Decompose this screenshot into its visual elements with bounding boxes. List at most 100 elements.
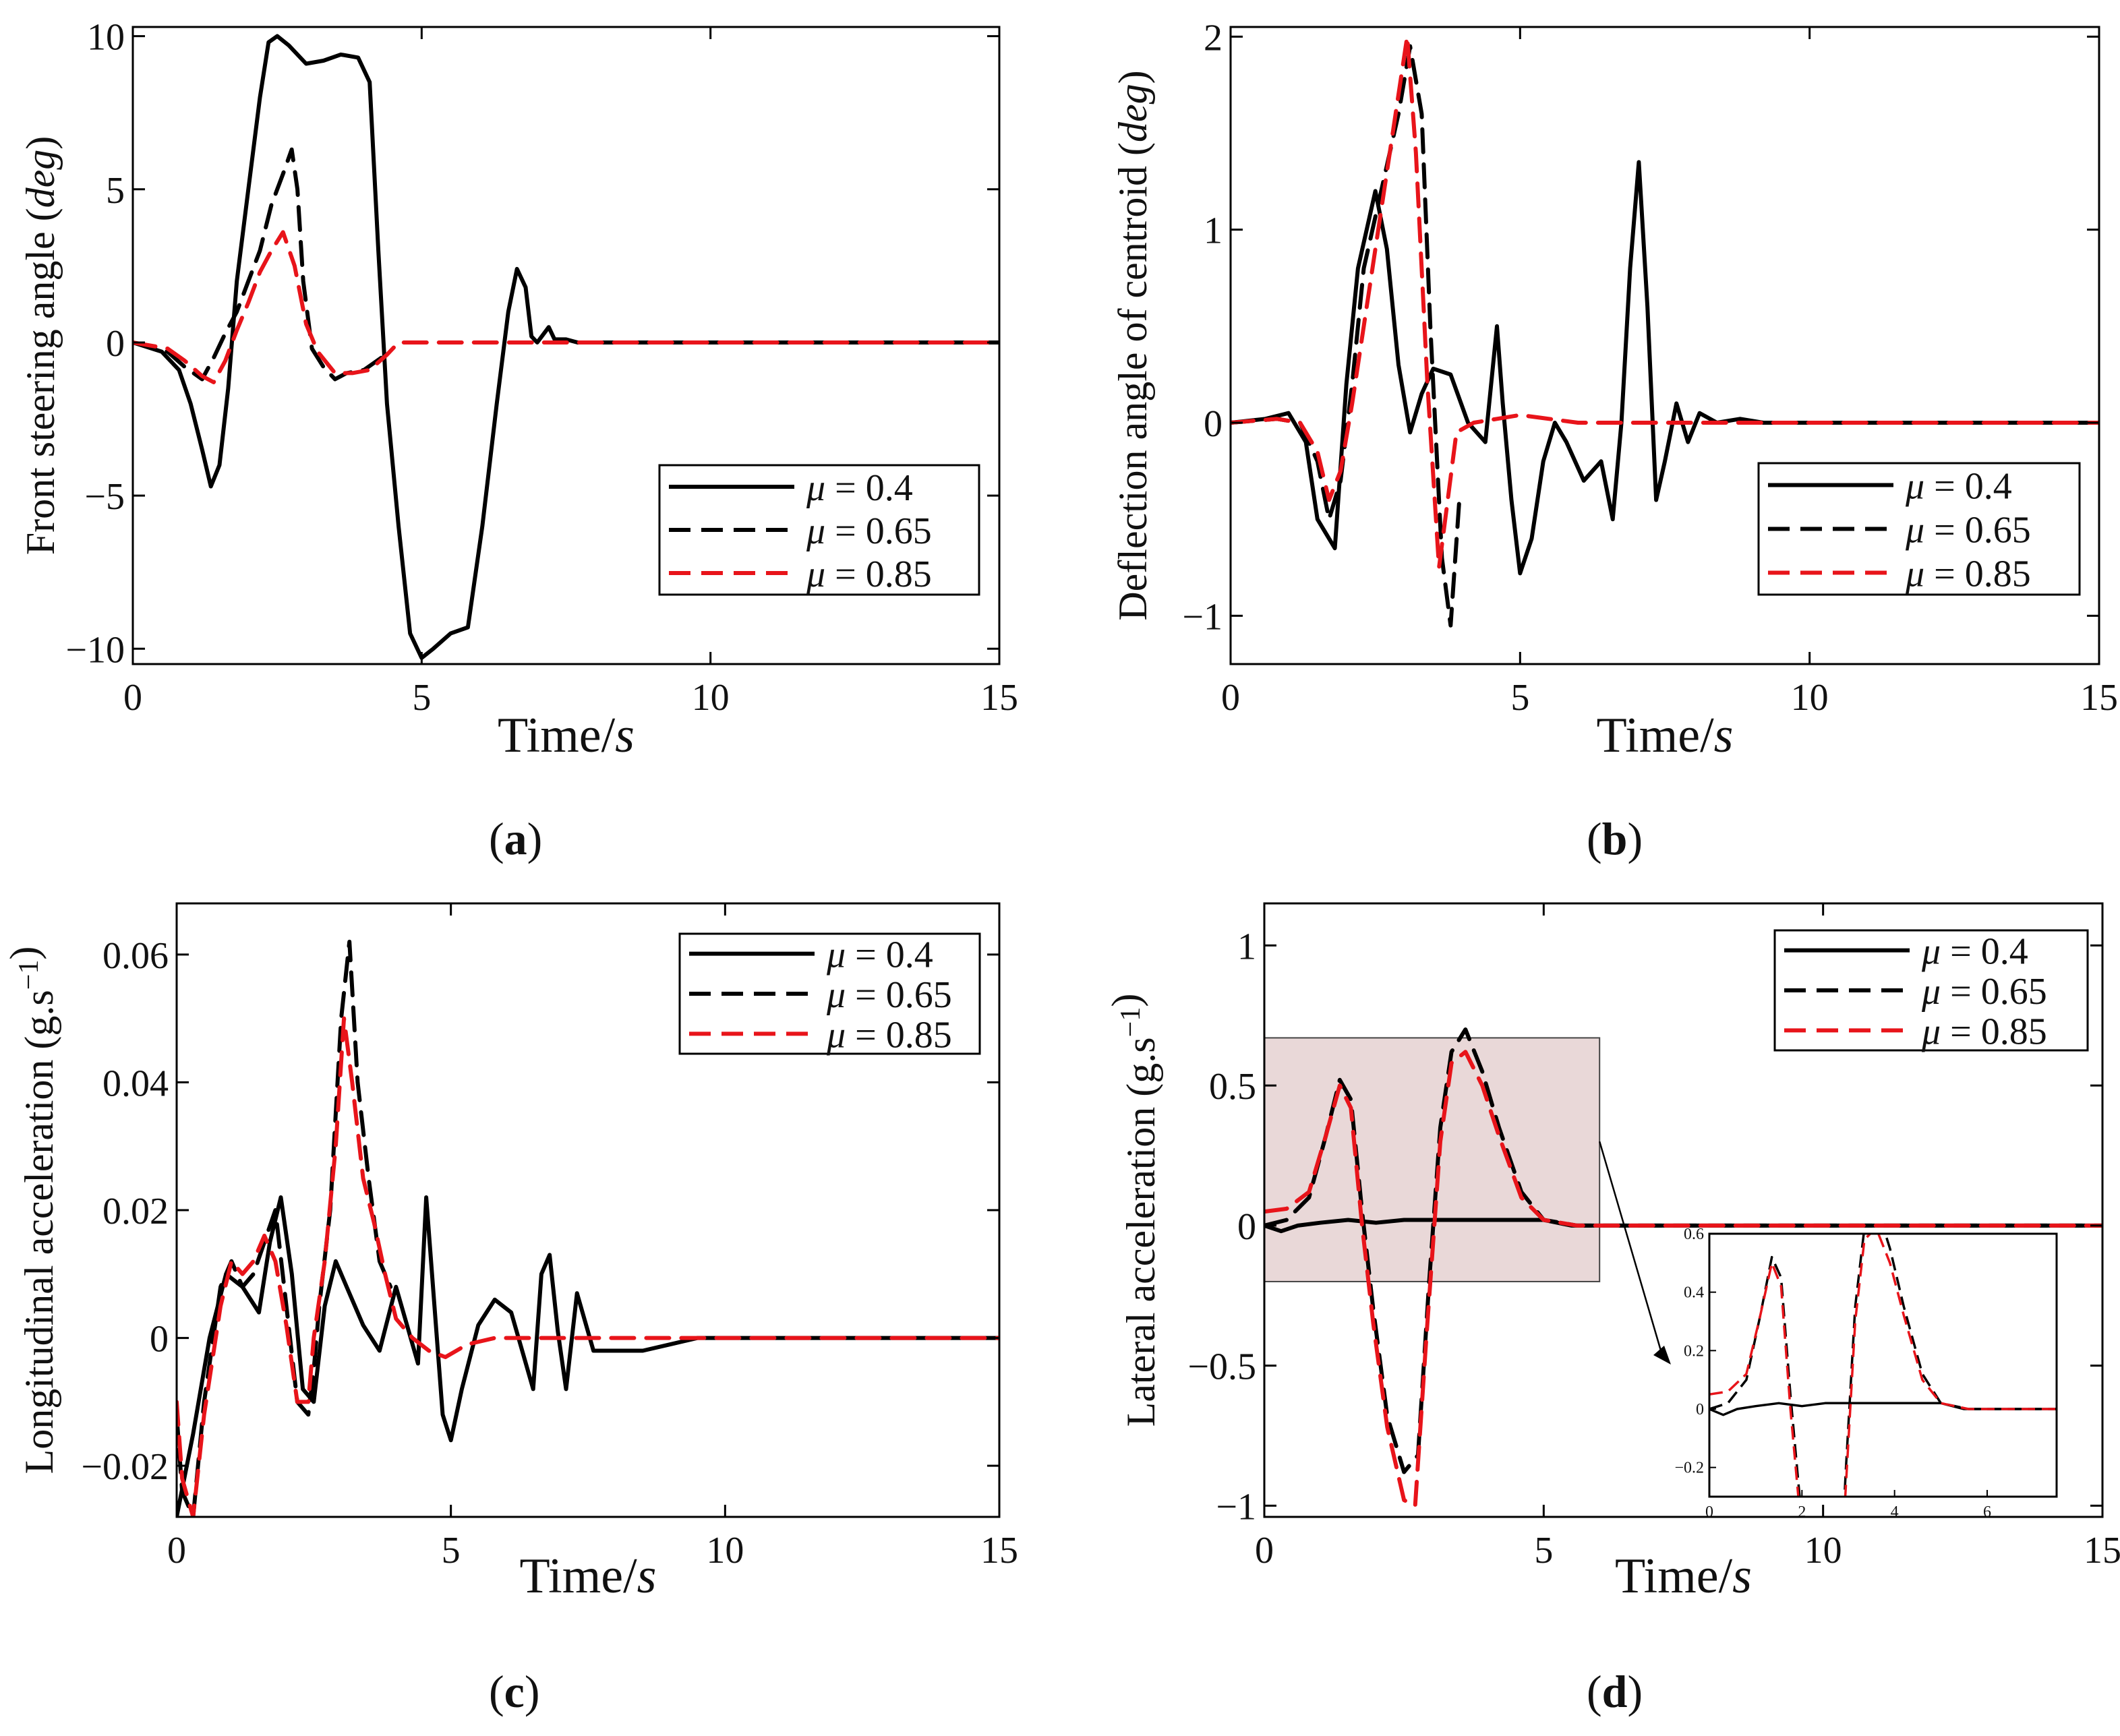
x-tick-label: 5 — [412, 677, 431, 719]
y-axis-label: Front steering angle (deg) — [18, 136, 63, 556]
x-tick-label: 10 — [692, 677, 730, 719]
legend-label-0: μ = 0.4 — [806, 467, 913, 509]
series-line-1 — [133, 147, 384, 382]
series-line-1 — [1231, 44, 1462, 628]
legend: μ = 0.4μ = 0.65μ = 0.85 — [658, 464, 980, 596]
x-tick-label: 15 — [980, 677, 1018, 719]
legend-label-2: μ = 0.85 — [806, 553, 932, 595]
y-tick-label: −1 — [1216, 1486, 1256, 1528]
series-line-1 — [1264, 1027, 2102, 1474]
plot-frame — [1229, 26, 2100, 665]
legend-label-0: μ = 0.4 — [1921, 931, 2028, 973]
y-tick-label: −5 — [84, 476, 125, 518]
x-tick-label: 0 — [123, 677, 142, 719]
y-axis-label: Deflection angle of centroid (deg) — [1111, 70, 1155, 620]
panel-b: 0 5 10 15 −1 0 1 2 Time/s Deflection angle of cen… — [1111, 17, 2118, 763]
x-tick-label: 10 — [706, 1530, 744, 1572]
y-tick-label: −10 — [65, 629, 125, 671]
x-tick-label: 0 — [1255, 1530, 1274, 1572]
plot-frame — [131, 26, 1001, 665]
series-group — [177, 939, 999, 1517]
series-line-1 — [177, 939, 393, 1517]
y-tick-label: 0.5 — [1209, 1066, 1256, 1108]
series-line-2 — [1264, 1050, 2102, 1508]
y-tick-label: 10 — [87, 17, 125, 59]
series-group — [1264, 1027, 2102, 1508]
inset-line-2 — [1709, 1234, 2057, 1497]
series-group — [133, 34, 999, 660]
inset-y-tick-label: 0 — [1696, 1401, 1704, 1418]
legend: μ = 0.4μ = 0.65μ = 0.85 — [1773, 929, 2089, 1052]
series-line-2 — [1231, 34, 2099, 570]
x-tick-label: 10 — [1791, 677, 1829, 719]
series-group — [1231, 34, 2099, 628]
inset-series — [1709, 1234, 2057, 1497]
y-tick-label: 0 — [1204, 403, 1223, 445]
panel-c: 0 5 10 15 −0.02 0 0.02 0.04 0.06 Time/s Longitudin… — [2, 902, 1018, 1604]
y-tick-label: 0 — [150, 1319, 169, 1360]
y-tick-label: −0.5 — [1187, 1346, 1256, 1388]
inset-y-tick-label: 0.6 — [1684, 1226, 1704, 1243]
x-tick-label: 5 — [1510, 677, 1529, 719]
y-tick-label: 1 — [1204, 210, 1223, 252]
legend: μ = 0.4μ = 0.65μ = 0.85 — [678, 932, 981, 1056]
panel-a: 0 5 10 15 −10 −5 0 5 10 Time/s Front steering angl… — [18, 17, 1018, 763]
inset-x-tick-label: 0 — [1705, 1503, 1713, 1521]
inset-border — [1708, 1232, 2058, 1498]
series-line-2 — [177, 1016, 999, 1517]
legend: μ = 0.4μ = 0.65μ = 0.85 — [1757, 462, 2081, 596]
y-axis-label: Longitudinal acceleration (g.s−1) — [2, 947, 61, 1474]
x-tick-label: 0 — [167, 1530, 186, 1572]
y-tick-label: 0.06 — [102, 935, 169, 977]
inset-x-tick-label: 2 — [1798, 1503, 1806, 1521]
legend-label-1: μ = 0.65 — [826, 974, 952, 1016]
y-axis-label: Lateral acceleration (g.s−1) — [1104, 994, 1163, 1427]
x-tick-label: 5 — [1534, 1530, 1553, 1572]
legend-label-2: μ = 0.85 — [826, 1014, 952, 1056]
legend-label-2: μ = 0.85 — [1921, 1011, 2047, 1052]
series-line-0 — [177, 1195, 999, 1517]
y-tick-label: 1 — [1237, 926, 1256, 967]
y-tick-label: −1 — [1182, 596, 1223, 638]
x-axis-label: Time/s — [498, 708, 635, 763]
x-axis-label: Time/s — [1615, 1549, 1752, 1604]
x-axis-label: Time/s — [1597, 708, 1734, 763]
inset-chart: 0 2 4 6 −0.2 0 0.2 0.4 0.6 — [1599, 1141, 2058, 1521]
y-tick-label: 0 — [1237, 1206, 1256, 1248]
y-tick-label: −0.02 — [81, 1446, 169, 1488]
x-tick-label: 15 — [980, 1530, 1018, 1572]
inset-y-tick-label: 0.2 — [1684, 1342, 1704, 1360]
caption-b: (b) — [1587, 813, 1643, 864]
legend-label-0: μ = 0.4 — [1905, 466, 2012, 508]
y-tick-label: 0.02 — [102, 1191, 169, 1232]
caption-a: (a) — [489, 813, 543, 864]
series-line-0 — [133, 34, 999, 660]
inset-y-tick-label: −0.2 — [1674, 1460, 1704, 1477]
inset-frame — [1708, 1232, 2058, 1498]
x-tick-label: 15 — [2084, 1530, 2120, 1572]
x-tick-label: 10 — [1804, 1530, 1842, 1572]
legend-label-1: μ = 0.65 — [806, 510, 932, 552]
x-tick-label: 15 — [2080, 677, 2118, 719]
y-tick-label: 2 — [1204, 17, 1223, 59]
legend-label-2: μ = 0.85 — [1905, 553, 2031, 595]
caption-d: (d) — [1587, 1666, 1643, 1717]
inset-x-tick-label: 6 — [1983, 1503, 1991, 1521]
x-axis-label: Time/s — [520, 1549, 657, 1604]
inset-x-tick-label: 4 — [1891, 1503, 1899, 1521]
plot-frame — [1263, 902, 2104, 1518]
y-tick-label: 0 — [106, 323, 125, 365]
caption-c: (c) — [489, 1666, 540, 1717]
inset-y-tick-label: 0.4 — [1684, 1284, 1704, 1302]
legend-label-0: μ = 0.4 — [826, 934, 933, 976]
y-tick-label: 0.04 — [102, 1062, 169, 1104]
x-tick-label: 0 — [1221, 677, 1240, 719]
zoom-arrow-head — [1653, 1346, 1671, 1365]
x-tick-label: 5 — [442, 1530, 461, 1572]
series-line-0 — [1231, 160, 2099, 576]
series-line-2 — [133, 230, 999, 384]
zoom-arrow-line — [1599, 1141, 1663, 1356]
y-tick-label: 5 — [106, 170, 125, 212]
legend-label-1: μ = 0.65 — [1905, 510, 2031, 551]
